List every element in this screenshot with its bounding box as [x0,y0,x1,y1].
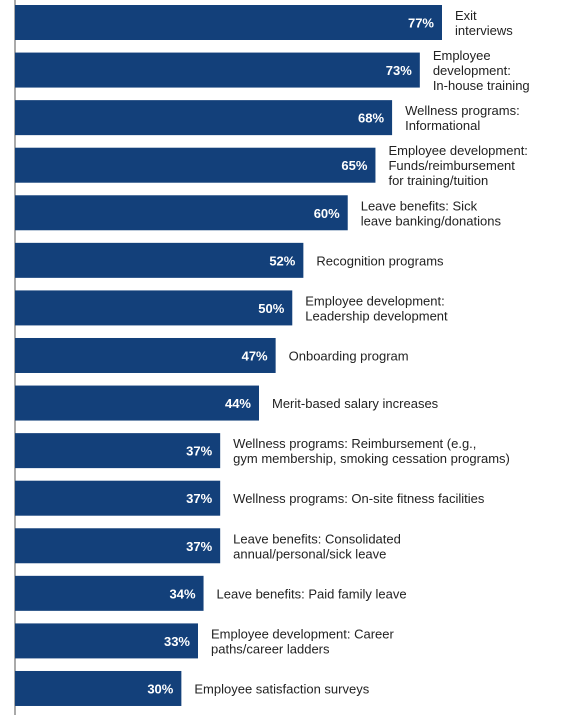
data-label: 68% [358,111,384,126]
bar [15,147,376,183]
data-label: 50% [258,301,284,316]
category-label: Wellness programs: Reimbursement (e.g., g… [233,436,510,466]
data-label: 65% [341,158,367,173]
bars-group: 77% Exit interviews 73% Employee development:… [15,5,530,706]
bar [15,5,442,40]
bar [15,195,348,231]
bar [15,433,221,469]
data-label: 77% [408,16,434,31]
data-label: 37% [186,491,212,506]
category-label: Employee satisfaction surveys [194,681,369,696]
category-label: Leave benefits: Consolidated annual/perso… [233,531,401,561]
category-label: Employee development: Career paths/career… [211,626,394,656]
bar [15,337,276,373]
bar [15,290,293,326]
bar [15,100,393,136]
data-label: 33% [164,634,190,649]
data-label: 47% [242,348,268,363]
category-label: Leave benefits: Sick leave banking/donati… [361,198,502,228]
bar [15,528,221,564]
data-label: 37% [186,444,212,459]
data-label: 52% [269,253,295,268]
category-label: Exit interviews [455,8,513,38]
category-label: Employee development: In-house training [433,48,530,93]
category-label: Recognition programs [316,253,444,268]
bar [15,385,259,421]
data-label: 37% [186,539,212,554]
category-label: Merit-based salary increases [272,396,439,411]
data-label: 73% [386,63,412,78]
bar [15,480,221,516]
category-label: Wellness programs: On-site fitness facil… [233,491,485,506]
bar [15,575,204,611]
data-label: 60% [314,206,340,221]
category-label: Employee development: Funds/reimbursement… [388,143,527,188]
bar [15,670,182,706]
category-label: Employee development: Leadership developm… [305,293,448,323]
data-label: 30% [147,681,173,696]
data-label: 44% [225,396,251,411]
data-label: 34% [170,586,196,601]
category-label: Onboarding program [289,348,409,363]
bar [15,52,420,88]
bar [15,242,304,278]
category-label: Leave benefits: Paid family leave [217,586,407,601]
category-label: Wellness programs: Informational [405,103,520,133]
bar [15,623,198,659]
